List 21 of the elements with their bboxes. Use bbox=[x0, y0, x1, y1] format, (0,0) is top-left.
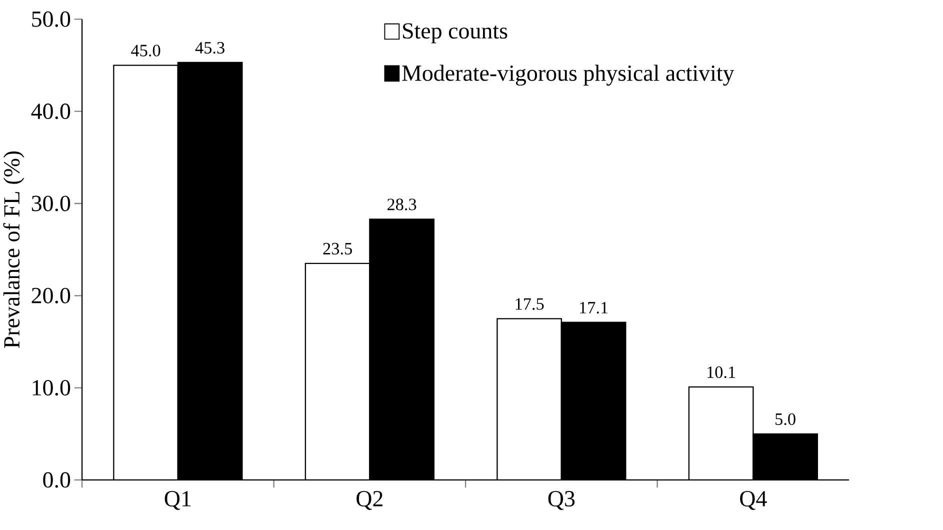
data-label: 45.3 bbox=[195, 42, 224, 54]
legend-label: Step counts bbox=[403, 23, 508, 44]
x-tick-label: Q2 bbox=[356, 491, 382, 510]
y-tick-label: 20.0 bbox=[32, 288, 70, 304]
y-tick-label: 10.0 bbox=[32, 380, 70, 396]
x-tick-label: Q1 bbox=[164, 491, 191, 510]
data-label: 10.1 bbox=[708, 366, 736, 378]
x-tick-label: Q4 bbox=[740, 491, 767, 510]
x-tick-label: Q3 bbox=[548, 491, 575, 510]
y-tick-label: 0.0 bbox=[43, 472, 70, 488]
data-label: 45.0 bbox=[131, 44, 160, 56]
data-label: 28.3 bbox=[387, 198, 416, 210]
legend-label: Moderate-vigorous physical activity bbox=[402, 64, 734, 86]
y-tick-label: 40.0 bbox=[31, 104, 70, 120]
data-label: 17.1 bbox=[580, 302, 608, 314]
y-axis-title: Prevalance of FL (%) bbox=[3, 152, 24, 348]
data-label: 5.0 bbox=[776, 413, 796, 426]
y-tick-label: 30.0 bbox=[32, 196, 70, 212]
data-label: 17.5 bbox=[516, 298, 544, 310]
data-label: 23.5 bbox=[323, 242, 352, 255]
y-tick-label: 50.0 bbox=[32, 11, 70, 28]
